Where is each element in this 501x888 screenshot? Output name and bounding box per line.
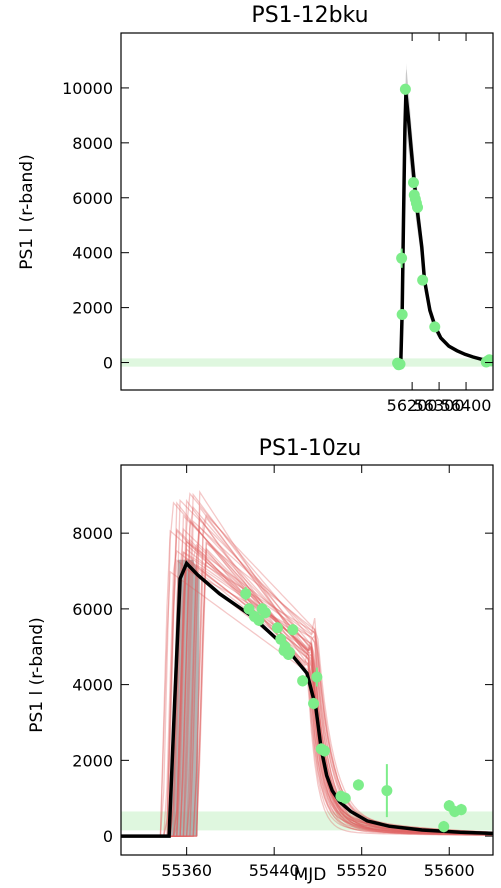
data-point xyxy=(287,624,299,636)
sample-curve xyxy=(121,547,492,837)
y-tick-label: 4000 xyxy=(72,244,113,263)
x-tick-label: 56400 xyxy=(441,396,492,415)
data-point xyxy=(259,607,271,619)
plot-frame xyxy=(120,464,494,856)
data-point xyxy=(339,792,351,804)
data-point xyxy=(412,201,424,213)
noise-band xyxy=(121,811,493,831)
plot-frame xyxy=(120,32,494,391)
y-tick-label: 2000 xyxy=(72,299,113,318)
sample-curve xyxy=(121,561,492,837)
plot-area: 55360 55440 55520 55600 0 2000 4000 6000 8000 xyxy=(72,464,494,880)
sample-curve xyxy=(121,559,492,837)
data-point xyxy=(311,671,323,683)
data-point xyxy=(243,603,255,615)
y-tick-label: 4000 xyxy=(72,676,113,695)
y-axis-label: PS1 l (r-band) xyxy=(27,617,47,732)
data-point xyxy=(352,779,364,791)
sample-curve xyxy=(121,540,492,837)
y-tick-label: 6000 xyxy=(72,600,113,619)
y-axis-label: PS1 l (r-band) xyxy=(17,154,37,269)
x-axis-label: MJD xyxy=(294,865,327,885)
data-point xyxy=(271,622,283,634)
model-line xyxy=(121,560,493,838)
y-tick-label: 10000 xyxy=(62,79,113,98)
sample-curve xyxy=(121,548,492,837)
data-point xyxy=(407,177,419,189)
y-tick-label: 0 xyxy=(103,354,113,373)
data-point xyxy=(455,804,467,816)
x-tick-label: 55360 xyxy=(161,861,212,880)
panel-ps1-12bku: PS1-12bku PS1 l (r-band) 562005630056400… xyxy=(17,3,494,415)
sample-curve xyxy=(121,550,492,837)
sample-curve xyxy=(121,563,492,837)
uncertainty-envelope xyxy=(398,69,490,363)
sample-curve xyxy=(121,549,492,837)
data-point xyxy=(399,83,411,95)
data-point xyxy=(429,321,441,333)
y-tick-label: 8000 xyxy=(72,524,113,543)
x-tick-label: 55440 xyxy=(249,861,300,880)
x-tick-label: 55520 xyxy=(336,861,387,880)
x-tick-label: 55600 xyxy=(424,861,475,880)
noise-band xyxy=(121,358,493,367)
y-tick-label: 8000 xyxy=(72,134,113,153)
sample-curve xyxy=(121,492,492,837)
chart-title: PS1-10zu xyxy=(259,436,362,461)
data-point xyxy=(297,675,309,687)
x-tick-label: 56200 xyxy=(387,396,438,415)
x-tick-label: 56300 xyxy=(414,396,465,415)
data-point xyxy=(283,646,295,658)
data-point xyxy=(381,785,393,797)
data-point xyxy=(417,274,429,286)
data-point xyxy=(394,358,406,370)
sample-curve xyxy=(121,563,492,837)
plot-inner xyxy=(121,63,493,371)
sample-curve xyxy=(121,538,492,837)
sample-curve xyxy=(121,551,492,837)
y-tick-label: 2000 xyxy=(72,751,113,770)
data-point xyxy=(438,821,450,833)
data-point xyxy=(319,745,331,757)
data-point xyxy=(485,355,493,367)
data-point xyxy=(396,308,408,320)
data-point xyxy=(308,698,320,710)
panel-ps1-10zu: PS1-10zu PS1 l (r-band) MJD 55360 55440 55… xyxy=(27,436,494,885)
data-point xyxy=(240,588,252,600)
sample-curve xyxy=(121,556,492,837)
model-line xyxy=(393,93,493,365)
sample-curve xyxy=(121,568,492,837)
chart-title: PS1-12bku xyxy=(251,3,368,28)
y-tick-label: 0 xyxy=(103,827,113,846)
sample-curve xyxy=(121,543,492,837)
data-point xyxy=(253,614,265,626)
y-tick-label: 6000 xyxy=(72,189,113,208)
data-point xyxy=(396,252,408,264)
plot-inner xyxy=(121,489,493,838)
sample-curve xyxy=(121,559,492,837)
sample-curve xyxy=(121,539,492,837)
